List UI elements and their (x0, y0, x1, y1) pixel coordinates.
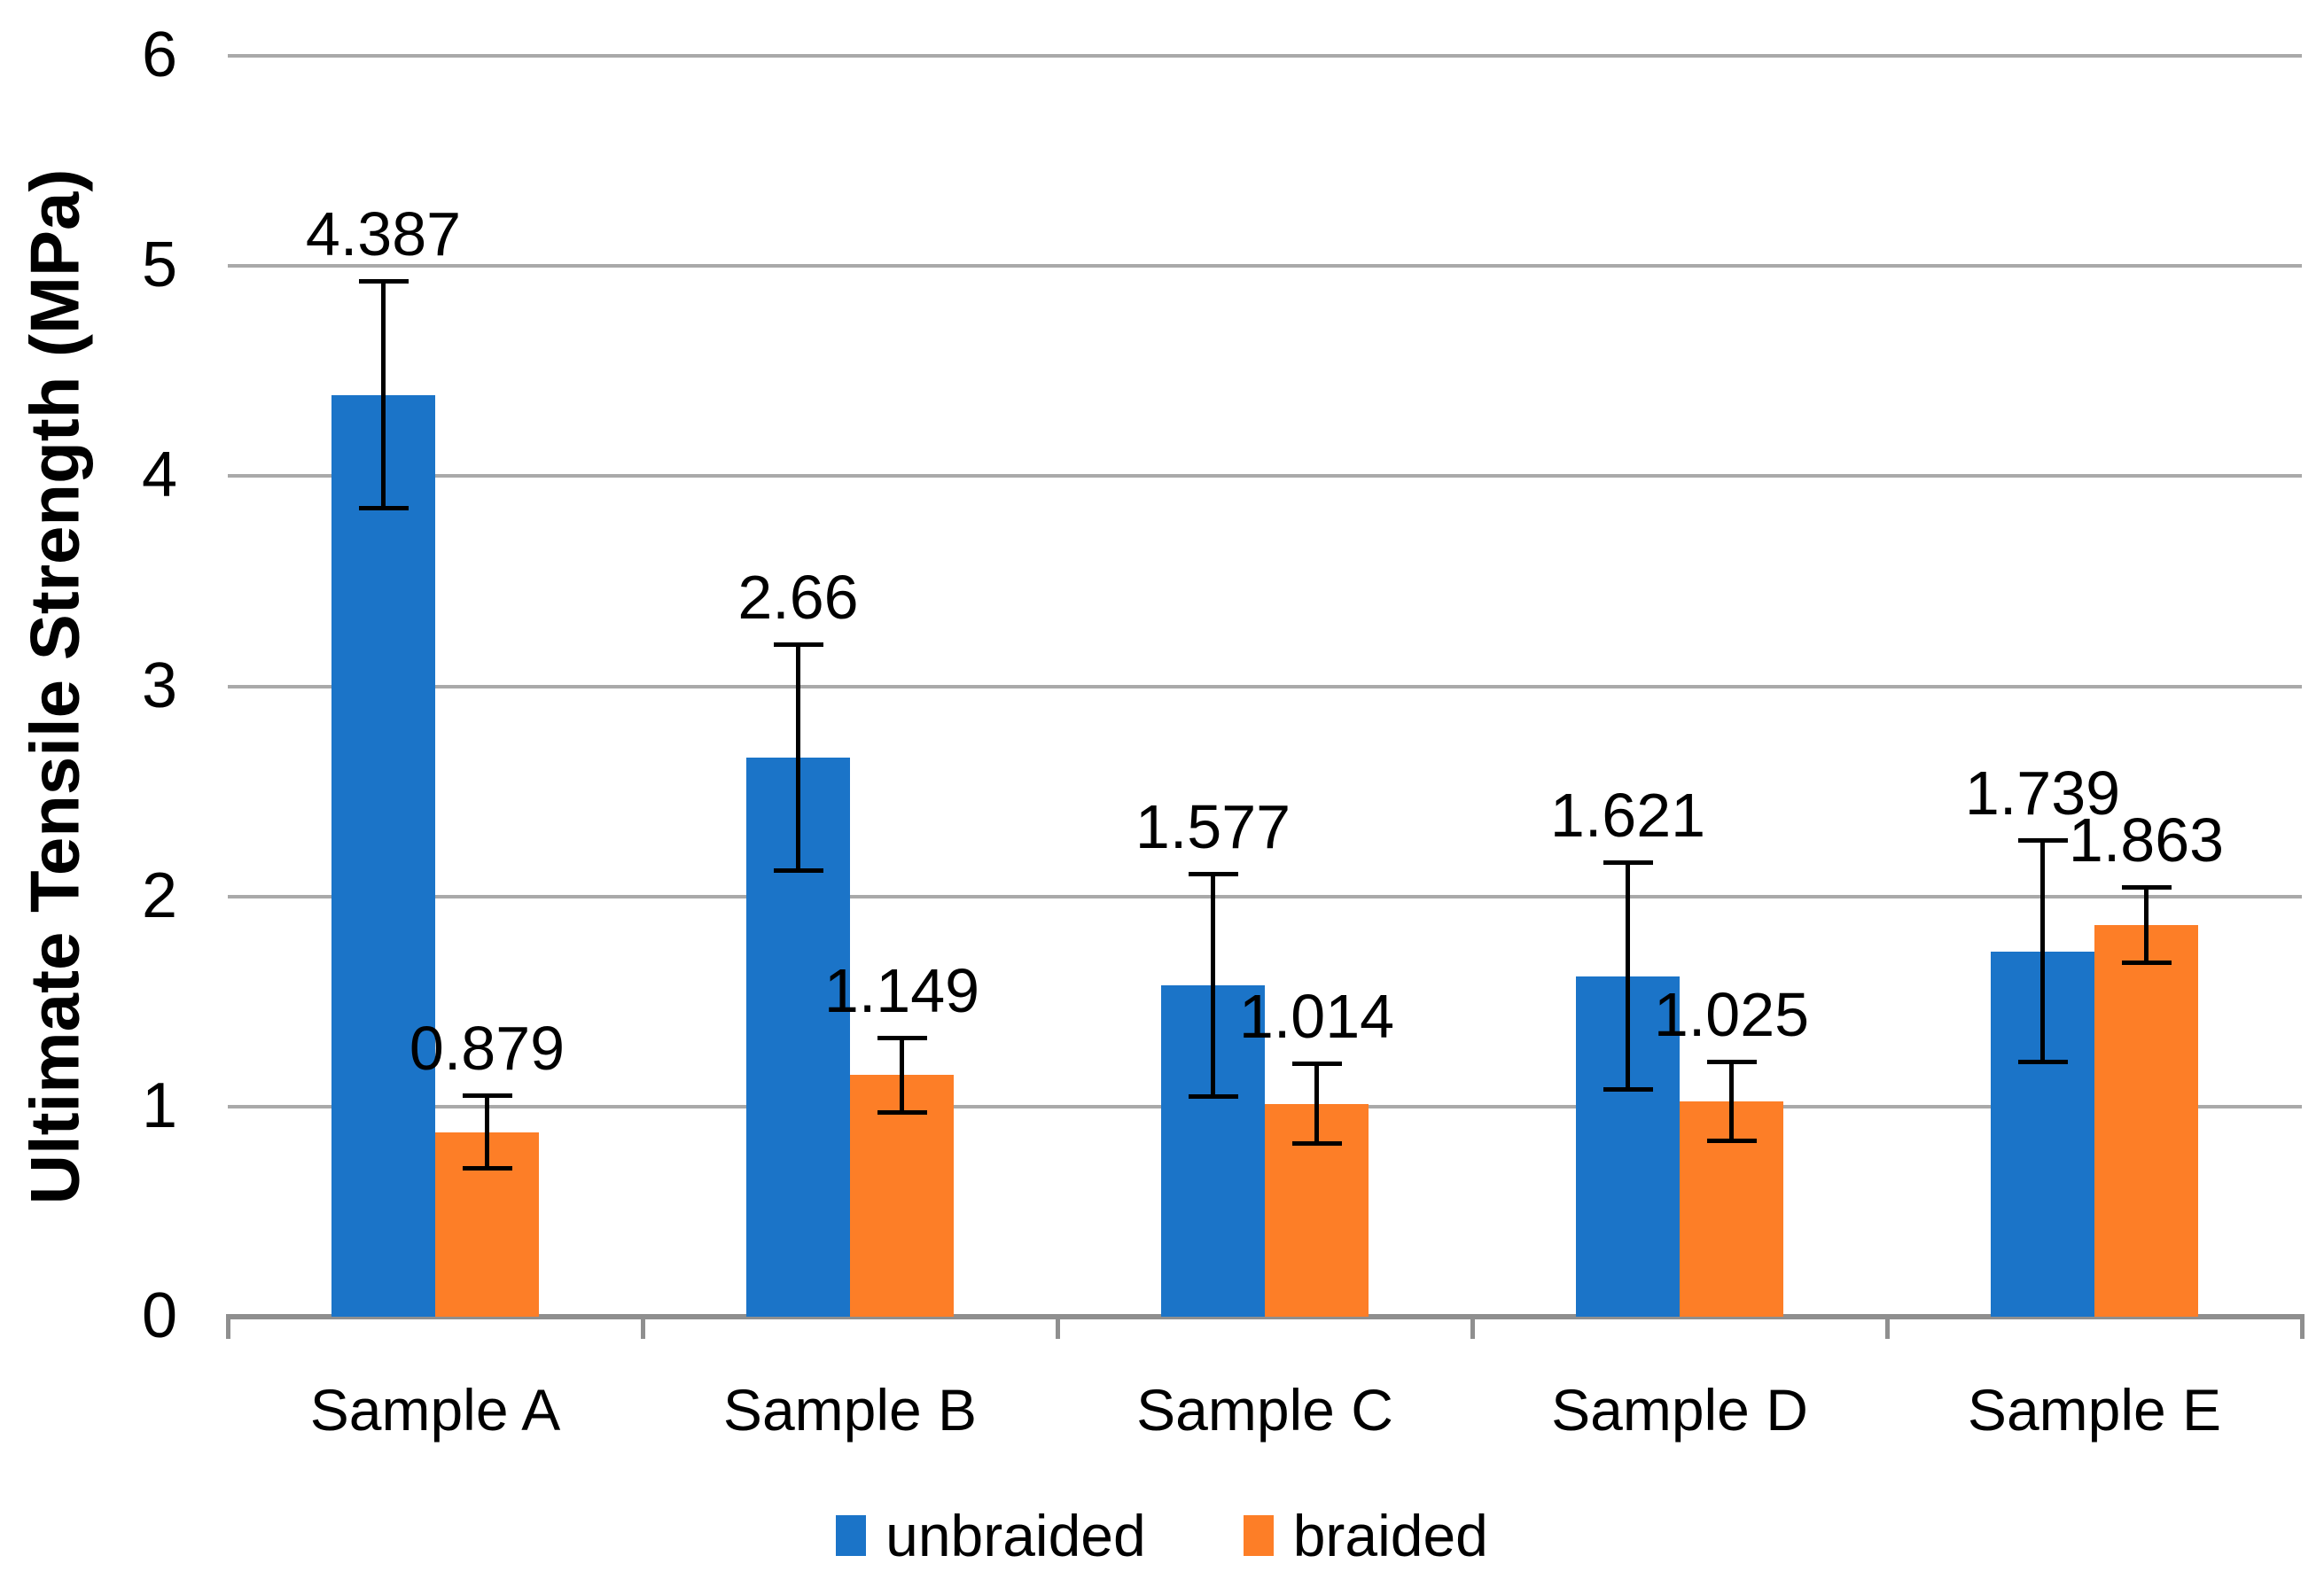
x-axis-tick-2 (1056, 1314, 1060, 1339)
x-axis-tick-3 (1470, 1314, 1475, 1339)
error-bar-braided-sample-d (1729, 1061, 1734, 1141)
y-tick-label-4: 4 (141, 439, 177, 511)
bar-unbraided-sample-a (331, 394, 435, 1317)
data-label-braided-sample-e: 1.863 (2068, 805, 2225, 875)
x-axis-tick-4 (1885, 1314, 1890, 1339)
error-bar-cap-top-braided-sample-e (2121, 885, 2172, 891)
error-bar-unbraided-sample-b (796, 644, 800, 872)
legend-swatch-braided (1243, 1515, 1274, 1556)
error-bar-cap-bottom-unbraided-sample-d (1603, 1086, 1653, 1092)
error-bar-cap-bottom-braided-sample-c (1291, 1140, 1342, 1146)
x-tick-label-sample-e: Sample E (1967, 1377, 2222, 1443)
error-bar-cap-top-unbraided-sample-a (358, 279, 409, 284)
y-tick-label-6: 6 (141, 19, 177, 90)
error-bar-cap-bottom-braided-sample-b (877, 1110, 927, 1116)
x-tick-label-sample-d: Sample D (1551, 1377, 1808, 1443)
error-bar-cap-bottom-unbraided-sample-a (358, 505, 409, 510)
data-label-unbraided-sample-e: 1.739 (1964, 758, 2121, 828)
y-tick-label-2: 2 (141, 860, 177, 931)
y-tick-label-3: 3 (141, 649, 177, 721)
error-bar-cap-bottom-braided-sample-e (2121, 960, 2172, 965)
x-axis-tick-5 (2300, 1314, 2305, 1339)
error-bar-unbraided-sample-e (2040, 839, 2045, 1063)
error-bar-cap-top-unbraided-sample-c (1188, 872, 1238, 877)
x-axis-line (228, 1314, 2302, 1319)
legend: unbraided braided (0, 1506, 2324, 1565)
data-label-braided-sample-d: 1.025 (1653, 979, 1810, 1049)
error-bar-cap-bottom-braided-sample-d (1706, 1138, 1757, 1143)
legend-label-braided: braided (1292, 1503, 1488, 1568)
gridline-y-2 (228, 894, 2302, 898)
error-bar-braided-sample-c (1314, 1063, 1319, 1144)
x-tick-label-sample-a: Sample A (309, 1377, 561, 1443)
error-bar-cap-top-braided-sample-b (877, 1035, 927, 1040)
error-bar-braided-sample-e (2144, 887, 2149, 963)
bar-braided-sample-b (850, 1075, 954, 1317)
error-bar-cap-bottom-unbraided-sample-e (2017, 1060, 2068, 1065)
legend-label-unbraided: unbraided (885, 1503, 1146, 1568)
error-bar-cap-top-unbraided-sample-b (773, 642, 823, 648)
error-bar-cap-top-braided-sample-c (1291, 1062, 1342, 1067)
data-label-unbraided-sample-a: 4.387 (305, 199, 462, 269)
data-label-braided-sample-c: 1.014 (1238, 982, 1395, 1052)
legend-item-unbraided: unbraided (836, 1506, 1146, 1565)
x-tick-label-sample-b: Sample B (722, 1377, 978, 1443)
gridline-y-5 (228, 264, 2302, 268)
legend-item-braided: braided (1243, 1503, 1488, 1568)
x-tick-label-sample-c: Sample C (1136, 1377, 1393, 1443)
error-bar-braided-sample-b (900, 1037, 904, 1114)
error-bar-cap-top-braided-sample-a (462, 1093, 512, 1099)
x-axis-tick-1 (641, 1314, 645, 1339)
error-bar-cap-bottom-unbraided-sample-b (773, 868, 823, 874)
data-label-braided-sample-a: 0.879 (409, 1014, 565, 1084)
gridline-y-3 (228, 684, 2302, 688)
x-axis-tick-0 (226, 1314, 230, 1339)
y-tick-label-5: 5 (141, 229, 177, 301)
y-tick-label-0: 0 (141, 1280, 177, 1351)
error-bar-cap-top-unbraided-sample-e (2017, 837, 2068, 843)
error-bar-cap-bottom-braided-sample-a (462, 1166, 512, 1171)
data-label-braided-sample-b: 1.149 (823, 955, 980, 1025)
gridline-y-4 (228, 474, 2302, 478)
data-label-unbraided-sample-c: 1.577 (1135, 792, 1291, 862)
bar-braided-sample-e (2094, 925, 2198, 1317)
legend-swatch-unbraided (836, 1515, 867, 1556)
error-bar-cap-top-unbraided-sample-d (1603, 860, 1653, 866)
gridline-y-6 (228, 54, 2302, 58)
error-bar-unbraided-sample-a (381, 281, 386, 509)
error-bar-unbraided-sample-d (1626, 862, 1630, 1090)
error-bar-braided-sample-a (485, 1095, 489, 1170)
y-tick-label-1: 1 (141, 1070, 177, 1141)
error-bar-unbraided-sample-c (1211, 874, 1215, 1097)
error-bar-cap-top-braided-sample-d (1706, 1059, 1757, 1064)
error-bar-cap-bottom-unbraided-sample-c (1188, 1093, 1238, 1099)
data-label-unbraided-sample-d: 1.621 (1549, 781, 1706, 851)
data-label-unbraided-sample-b: 2.66 (737, 563, 859, 633)
